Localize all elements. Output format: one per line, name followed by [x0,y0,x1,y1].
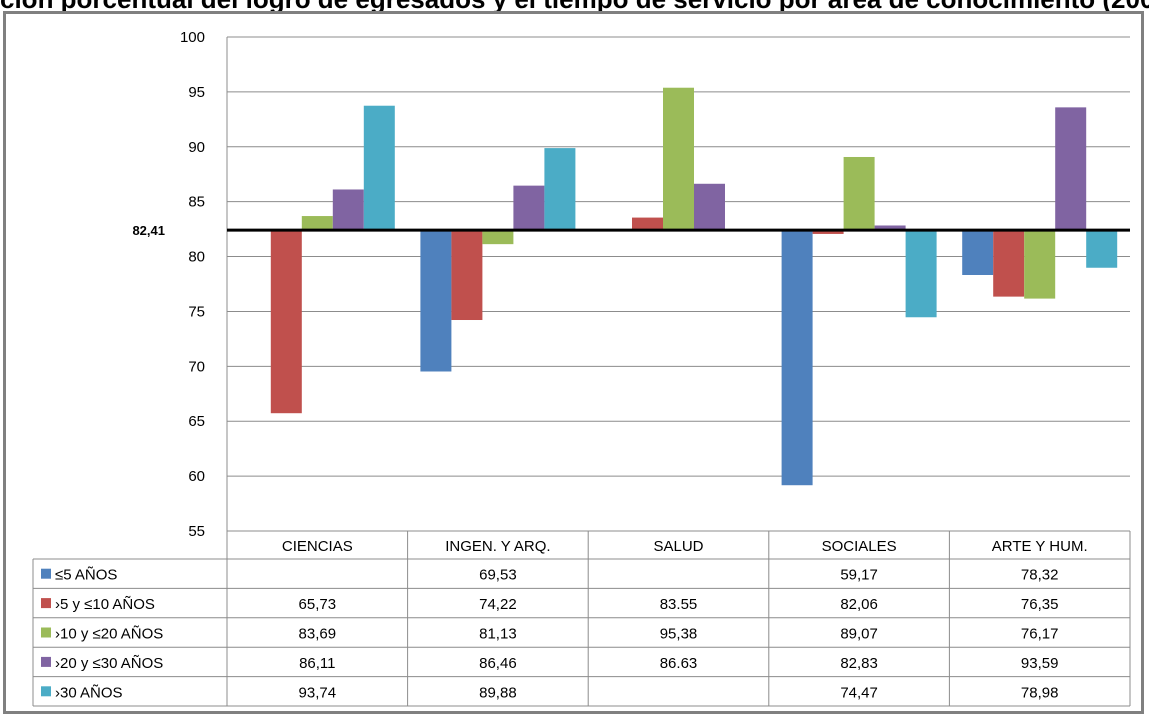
data-table-value: 76,17 [1021,626,1059,643]
x-category-label: ARTE Y HUM. [992,538,1088,555]
x-category-label: SOCIALES [822,538,897,555]
bar [513,185,545,231]
data-table-value: 78,98 [1021,684,1059,701]
data-table-value: 82,06 [840,596,878,613]
data-table-value: 65,73 [299,596,337,613]
bar [962,230,994,275]
bar [1086,230,1118,268]
data-table-value: 59,17 [840,567,878,584]
legend-label: ›20 y ≤30 AÑOS [55,655,163,672]
legend-label: ›5 y ≤10 AÑOS [55,596,155,613]
y-tick-label: 70 [188,358,205,375]
data-table-value: 69,53 [479,567,517,584]
legend-label: ›10 y ≤20 AÑOS [55,626,163,643]
bar [843,156,875,231]
chart-title-strip: ción porcentual del logro de egresados y… [0,0,1149,12]
data-table-value: 78,32 [1021,567,1059,584]
data-table-value: 89,88 [479,684,517,701]
bar [663,87,694,231]
legend-label: ›30 AÑOS [55,684,123,701]
x-category-label: SALUD [653,538,703,555]
bar [544,148,576,231]
data-table-value: 76,35 [1021,596,1059,613]
y-tick-label: 90 [188,139,205,156]
legend-swatch [41,656,51,667]
y-tick-label: 100 [180,29,205,46]
y-tick-label: 65 [188,413,205,430]
y-tick-label: 55 [188,523,205,540]
bar [332,189,364,231]
baseline-label: 82,41 [132,223,165,238]
y-tick-label: 75 [188,303,205,320]
bar [420,230,452,372]
data-table-value: 86,46 [479,655,517,672]
data-table-value: 82,83 [840,655,878,672]
y-tick-label: 60 [188,468,205,485]
legend-swatch [41,598,51,609]
data-table-value: 89,07 [840,626,878,643]
bar [451,230,483,321]
bar [482,230,514,245]
data-table-value: 74,22 [479,596,517,613]
bar [694,183,725,231]
y-tick-label: 85 [188,194,205,211]
legend-swatch [41,686,51,697]
bar [301,216,333,231]
data-table-value: 93,59 [1021,655,1059,672]
data-table-value: 83.55 [660,596,698,613]
legend-label: ≤5 AÑOS [55,567,117,584]
legend-swatch [41,568,51,579]
x-category-label: INGEN. Y ARQ. [445,538,550,555]
bar [270,230,302,414]
chart-title: ción porcentual del logro de egresados y… [0,0,1149,12]
data-table-value: 86,11 [299,655,335,672]
y-tick-label: 95 [188,84,205,101]
data-table-value: 83,69 [299,626,337,643]
y-tick-label: 80 [188,249,205,266]
chart-frame [3,11,1144,714]
x-category-label: CIENCIAS [282,538,353,555]
data-table-value: 86.63 [660,655,698,672]
bar [812,230,844,234]
data-table-value: 81,13 [479,626,517,643]
bar [1055,107,1087,231]
bar [993,230,1025,297]
bar [632,217,663,231]
data-table-value: 93,74 [299,684,337,701]
bar [874,225,906,231]
bar [781,230,813,486]
legend-swatch [41,627,51,638]
bar [1024,230,1056,299]
data-table-value: 95,38 [660,626,698,643]
bar [905,230,937,318]
data-table-value: 74,47 [840,684,878,701]
bar [363,105,395,231]
